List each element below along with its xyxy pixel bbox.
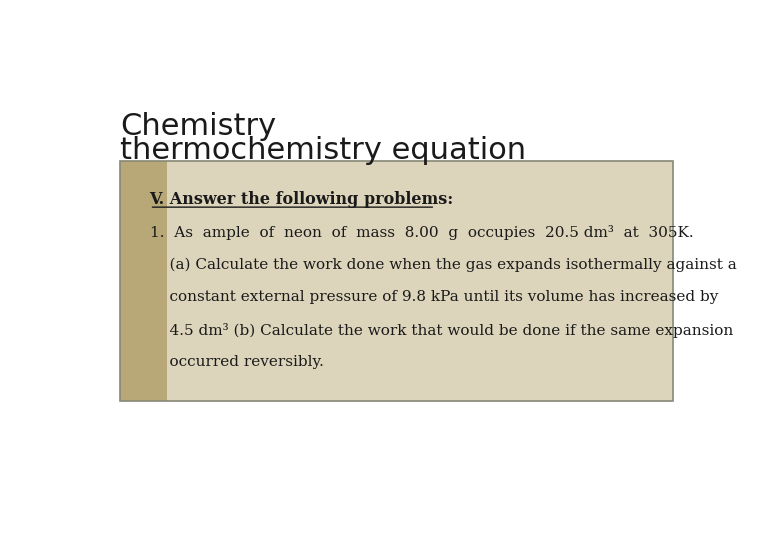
Text: constant external pressure of 9.8 kPa until its volume has increased by: constant external pressure of 9.8 kPa un…: [150, 290, 718, 304]
Text: occurred reversibly.: occurred reversibly.: [150, 355, 323, 369]
Text: V. Answer the following problems:: V. Answer the following problems:: [150, 191, 454, 208]
FancyBboxPatch shape: [167, 161, 674, 401]
Text: (a) Calculate the work done when the gas expands isothermally against a: (a) Calculate the work done when the gas…: [150, 257, 737, 272]
Text: Chemistry: Chemistry: [120, 112, 276, 141]
FancyBboxPatch shape: [120, 161, 167, 401]
Text: thermochemistry equation: thermochemistry equation: [120, 136, 526, 165]
Text: 1.  As  ample  of  neon  of  mass  8.00  g  occupies  20.5 dm³  at  305K.: 1. As ample of neon of mass 8.00 g occup…: [150, 225, 694, 240]
Text: 4.5 dm³ (b) Calculate the work that would be done if the same expansion: 4.5 dm³ (b) Calculate the work that woul…: [150, 322, 733, 337]
